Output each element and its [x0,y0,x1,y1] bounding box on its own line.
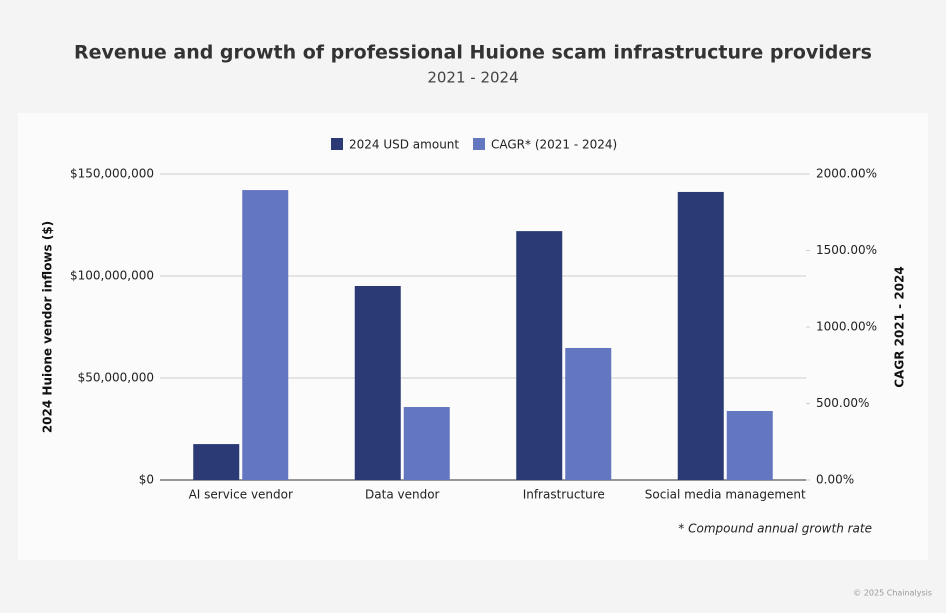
x-tick-label: AI service vendor [189,488,293,502]
footnote: * Compound annual growth rate [678,522,872,536]
bar [242,190,289,480]
chart-panel [18,113,928,560]
y-axis-title: 2024 Huione vendor inflows ($) [41,221,55,433]
x-tick-label: Infrastructure [523,488,605,502]
y2-tick-label: 500.00% [816,396,869,410]
legend-swatch [473,138,485,150]
chart-subtitle: 2021 - 2024 [427,69,518,87]
chart-title: Revenue and growth of professional Huion… [74,42,872,64]
x-tick-label: Social media management [645,488,806,502]
y-tick-label: $0 [139,473,154,487]
bar [726,410,773,480]
legend-swatch [331,138,343,150]
bar [403,407,450,480]
y2-tick-label: 0.00% [816,473,854,487]
y-tick-label: $50,000,000 [78,371,154,385]
y-tick-label: $100,000,000 [70,269,154,283]
y2-tick-label: 1000.00% [816,320,877,334]
x-tick-label: Data vendor [365,488,440,502]
y2-axis-title: CAGR 2021 - 2024 [893,266,907,388]
bar [193,444,240,480]
bar [565,347,612,480]
bar [677,191,724,480]
y2-tick-label: 2000.00% [816,167,877,181]
bar [354,285,401,480]
y2-tick-label: 1500.00% [816,243,877,257]
source: © 2025 Chainalysis [853,589,932,598]
y-tick-label: $150,000,000 [70,167,154,181]
legend-label: 2024 USD amount [349,138,459,152]
legend-label: CAGR* (2021 - 2024) [491,138,617,152]
bar [516,231,563,480]
